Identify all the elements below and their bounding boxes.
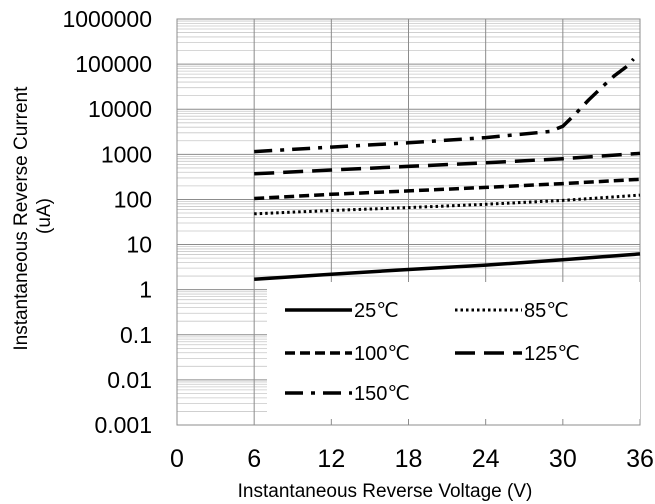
series-line-4: [254, 57, 635, 154]
series-lines: [254, 57, 641, 282]
y-tick-label: 10000: [88, 96, 152, 122]
x-tick-label: 6: [247, 445, 261, 473]
x-tick-label: 30: [549, 445, 577, 473]
y-tick-label: 100: [114, 186, 152, 212]
legend-label-4: 150℃: [354, 383, 410, 405]
y-tick-label: 100000: [75, 51, 152, 77]
x-axis-label: Instantaneous Reverse Voltage (V): [238, 481, 533, 502]
x-tick-label: 18: [395, 445, 423, 473]
series-line-1: [254, 193, 641, 216]
series-line-0: [254, 252, 641, 282]
x-tick-label: 0: [170, 445, 184, 473]
x-tick-label: 12: [317, 445, 345, 473]
x-tick-labels: 0 6 12 18 24 30 36: [170, 445, 654, 473]
legend-label-1: 85℃: [524, 300, 569, 322]
legend-label-2: 100℃: [354, 343, 410, 365]
y-axis-label-line2: (uA): [34, 198, 55, 234]
legend-label-3: 125℃: [524, 343, 580, 365]
y-tick-label: 1000000: [62, 6, 152, 32]
legend-box: [267, 282, 640, 419]
y-tick-label: 0.01: [107, 367, 152, 393]
plot-frame: [176, 18, 641, 426]
y-tick-labels: 0.001 0.01 0.1 1 10 100 1000 10000 100000 1000000: [62, 6, 152, 438]
legend-label-0: 25℃: [354, 300, 399, 322]
y-tick-label: 0.001: [94, 412, 152, 438]
y-axis-label-line1: Instantaneous Reverse Current: [11, 86, 32, 351]
legend: 25℃ 85℃ 100℃ 125℃ 150℃: [267, 282, 640, 419]
series-line-3: [254, 151, 641, 176]
y-tick-label: 1000: [101, 141, 152, 167]
x-tick-label: 24: [472, 445, 500, 473]
y-tick-label: 10: [126, 232, 152, 258]
series-line-2: [254, 177, 641, 201]
x-tick-label: 36: [626, 445, 654, 473]
y-axis-label: Instantaneous Reverse Current (uA): [11, 81, 55, 350]
y-tick-label: 0.1: [120, 322, 152, 348]
y-tick-label: 1: [139, 277, 152, 303]
